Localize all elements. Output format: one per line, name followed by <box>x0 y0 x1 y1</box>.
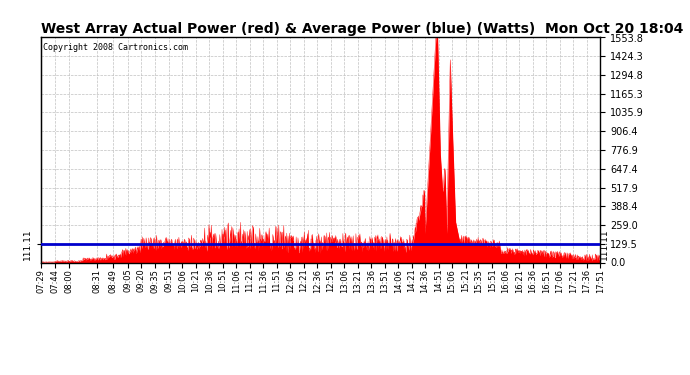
Text: West Array Actual Power (red) & Average Power (blue) (Watts)  Mon Oct 20 18:04: West Array Actual Power (red) & Average … <box>41 22 684 36</box>
Text: 111.11: 111.11 <box>600 228 609 260</box>
Text: Copyright 2008 Cartronics.com: Copyright 2008 Cartronics.com <box>43 43 188 52</box>
